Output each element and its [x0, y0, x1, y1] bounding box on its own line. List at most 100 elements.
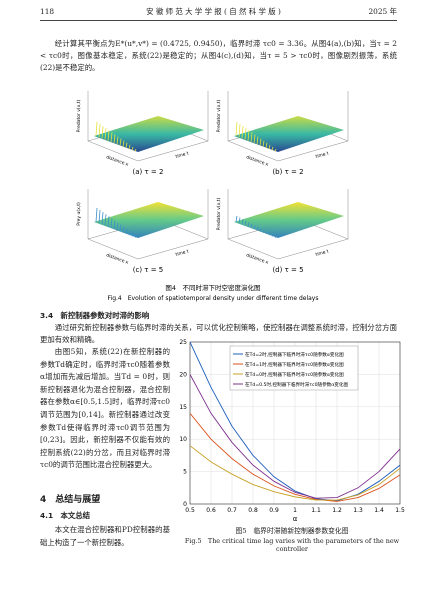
surface-spike: [107, 216, 110, 227]
surface-spike: [274, 148, 277, 152]
z-axis-label: Predator v(x,t): [216, 99, 222, 132]
surface-spike: [104, 214, 107, 226]
legend-label: 在Td=1时,控制器下临界时滞τc0随参数α变化图: [245, 361, 344, 368]
y-tick-label: 10: [179, 436, 187, 443]
y-tick-label: 25: [179, 339, 187, 346]
x-tick-label: 1.3: [353, 507, 363, 514]
y-axis-label: time t: [175, 150, 190, 160]
figure-caption: 图5 临界时滞随新控制器参数变化图: [235, 527, 349, 535]
x-tick-label: 1.1: [311, 507, 321, 514]
legend-label: 在Td=2时,控制器下临界时滞τc0随参数α变化图: [245, 351, 344, 358]
series-group: [190, 342, 400, 502]
surface-spike: [119, 138, 122, 146]
surface: [234, 116, 344, 152]
page-number: 118: [40, 7, 55, 16]
surface-spike: [134, 148, 137, 152]
surface-spike: [259, 228, 262, 232]
x-tick-label: 1.4: [374, 507, 384, 514]
axis-box: [87, 91, 209, 162]
surface-spike: [107, 130, 110, 141]
x-tick-label: 0.6: [206, 507, 216, 514]
surface-spike: [265, 231, 268, 235]
legend-box: [229, 345, 359, 391]
surface-spike: [113, 220, 116, 230]
surface: [94, 116, 204, 152]
surface-spike: [259, 138, 262, 146]
axis-box: [227, 91, 349, 162]
surface-spike: [113, 134, 116, 144]
x-axis-label: α: [293, 515, 298, 523]
paragraph: 通过研究新控制器参数与临界时滞的关系，可以优化控制策略，使控制器在调整系统时滞，…: [40, 323, 397, 344]
surface-spike: [262, 140, 265, 147]
z-axis-label: Prey u(x,t): [76, 202, 82, 226]
surface-spike: [250, 132, 253, 143]
legend-label: 在Td=0时,控制器下临界时滞τc0随参数α变化图: [245, 371, 344, 378]
surface-spike: [134, 234, 137, 238]
surface-spike: [256, 226, 259, 231]
y-axis-label: time t: [175, 248, 190, 258]
surface-spike: [101, 212, 104, 225]
surface-spike: [95, 121, 98, 137]
figure-caption-en: Fig.5 The critical time lag varies with …: [184, 537, 400, 553]
surface-spike: [125, 142, 128, 149]
surface-spike: [110, 132, 113, 143]
subsection-heading: 4.1 本文总结: [40, 511, 91, 520]
surface-spike: [128, 144, 131, 150]
surface-spike: [235, 121, 238, 137]
x-tick-label: 1.5: [395, 507, 405, 514]
surface-spike: [116, 222, 119, 231]
x-tick-label: 1.2: [332, 507, 342, 514]
surface-spike: [241, 219, 244, 225]
surface-spike: [98, 124, 101, 138]
y-tick-label: 20: [179, 371, 187, 378]
journal-name: 安 徽 师 范 大 学 学 报 ( 自 然 科 学 版 ): [146, 7, 281, 16]
surface: [94, 202, 204, 238]
surface-spike: [110, 218, 113, 229]
surface-spike: [268, 144, 271, 150]
surface-spike: [265, 142, 268, 149]
z-axis-label: Predator v(x,t): [216, 197, 222, 230]
y-axis-label: time t: [315, 248, 330, 258]
header-rule: [40, 20, 397, 21]
surface-spike: [95, 207, 98, 223]
figure-5: 0 5 10 15 20 25 0.5 0.6 0.7 0.8 0.9 1 1.1 1.2 1.3 1.4 1.…: [179, 339, 405, 523]
surface-spike: [122, 226, 125, 233]
section-heading: 4 总结与展望: [40, 495, 101, 505]
surface-spike: [238, 217, 241, 224]
axis-box: [87, 189, 209, 260]
section-heading: 3.4 新控制器参数对时滞的影响: [40, 311, 150, 320]
plot-frame: [189, 341, 401, 505]
panel-label: (b) τ = 2: [272, 168, 303, 176]
paragraph: 由图5知，系统(22)在新控制器的参数Td确定时，临界时滞τc0随着参数α增加而…: [40, 347, 170, 470]
surface-spike: [253, 225, 256, 230]
surface-spike: [271, 234, 274, 237]
line-series: [190, 412, 400, 502]
year: 2025 年: [368, 7, 397, 16]
surface-spike: [98, 210, 101, 224]
surface-spike: [238, 124, 241, 138]
x-tick-label: 0.5: [185, 507, 195, 514]
line-series: [190, 445, 400, 501]
line-series: [190, 374, 400, 499]
surface-spike: [119, 224, 122, 232]
paragraph: 本文在混合控制器和PD控制器的基础上构造了一个新控制器。: [40, 525, 170, 547]
legend-label: 在Td=0.5时,控制器下临界时滞τc0随参数α变化图: [245, 381, 348, 388]
surface-spike: [104, 128, 107, 140]
surface-spike: [253, 134, 256, 144]
y-tick-label: 5: [183, 469, 187, 476]
figure-caption: 图4 不同时滞下时空密度演化图: [165, 283, 260, 292]
surface-spike: [235, 215, 238, 223]
x-tick-label: 0.8: [248, 507, 258, 514]
panel-label: (c) τ = 5: [133, 266, 164, 274]
surface-spike: [262, 230, 265, 233]
line-series: [190, 342, 400, 502]
surface-spike: [122, 140, 125, 147]
surface-spike: [250, 223, 253, 229]
y-axis-label: time t: [315, 150, 330, 160]
x-tick-label: 0.7: [227, 507, 237, 514]
axis-box: [227, 189, 349, 260]
surface-spike: [125, 228, 128, 235]
surface-spike: [271, 146, 274, 151]
surface-spike: [116, 136, 119, 145]
